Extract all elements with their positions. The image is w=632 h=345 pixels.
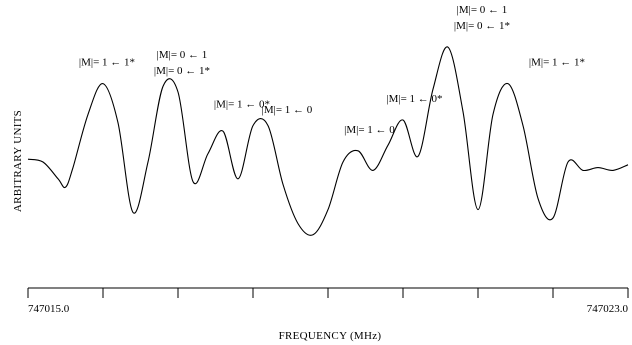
x-axis-title: FREQUENCY (MHz) — [279, 330, 382, 342]
x-tick-label: 747015.0 — [28, 303, 70, 315]
peak-label: |M|= 0 ← 1 — [157, 49, 208, 61]
peak-label: |M|= 1 ← 0 — [344, 124, 395, 136]
x-axis-ticks — [27, 288, 629, 298]
peak-label: |M|= 1 ← 0 — [262, 104, 313, 116]
x-tick-label: 747023.0 — [587, 303, 629, 315]
peak-label: |M|= 1 ← 1* — [79, 57, 135, 69]
peak-label: |M|= 0 ← 1 — [457, 4, 508, 16]
y-axis-title: ARBITRARY UNITS — [12, 110, 24, 212]
spectrum-line — [27, 46, 629, 236]
peak-label: |M|= 0 ← 1* — [154, 65, 210, 77]
peak-label: |M|= 1 ← 1* — [529, 57, 585, 69]
peak-label: |M|= 1 ← 0* — [214, 99, 270, 111]
peak-annotations: |M|= 1 ← 1* |M|= 0 ← 1 |M|= 0 ← 1* |M|= 1 ←… — [79, 4, 585, 136]
peak-label: |M|= 0 ← 1* — [454, 20, 510, 32]
peak-label: |M|= 1 ← 0* — [386, 93, 442, 105]
x-axis-tick-labels: 747015.0 747023.0 — [28, 303, 629, 315]
